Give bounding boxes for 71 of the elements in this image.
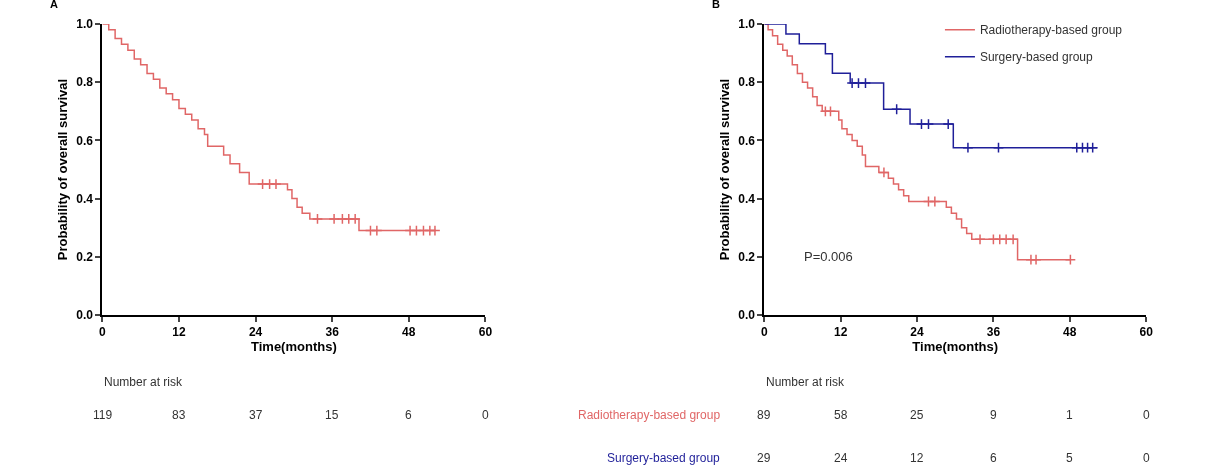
y-tick-label: 0.6 [738, 133, 756, 148]
text: Radiotherapy-based group [578, 408, 721, 422]
text: 6 [405, 408, 412, 422]
text: 9 [990, 408, 997, 422]
chart-title: B [712, 0, 720, 10]
x-tick-label: 0 [99, 325, 107, 340]
point [962, 142, 974, 154]
point [1007, 233, 1019, 245]
text: 89 [757, 408, 771, 422]
point [1087, 142, 1099, 154]
point [328, 213, 340, 225]
x-tick-label: 60 [1139, 325, 1154, 340]
text: 0 [482, 408, 489, 422]
text: 29 [757, 451, 771, 465]
point [942, 118, 954, 130]
point [311, 213, 324, 225]
x-tick-label: 36 [986, 325, 1001, 340]
point [270, 178, 282, 190]
x-tick-label: 0 [760, 325, 768, 340]
point [891, 103, 903, 115]
point [974, 233, 986, 245]
text: 119 [93, 408, 113, 422]
x-tick-label: 24 [248, 325, 263, 340]
x-tick-label: 60 [478, 325, 493, 340]
text: Number at risk [766, 375, 846, 389]
text: 1 [1066, 408, 1073, 422]
x-tick-label: 12 [172, 325, 186, 340]
text: 24 [834, 451, 848, 465]
y-tick-label: 0.0 [738, 308, 756, 323]
chart-title: A [50, 0, 58, 10]
y-tick-label: 1.0 [738, 17, 756, 32]
text: 6 [990, 451, 997, 465]
text: 37 [249, 408, 263, 422]
annotation: P=0.006 [804, 249, 853, 264]
legend-label: Radiotherapy-based group [979, 23, 1123, 38]
y-tick-label: 0.2 [738, 250, 756, 264]
text: 12 [910, 451, 924, 465]
point [878, 166, 890, 179]
y-tick-label: 0.4 [738, 191, 756, 206]
point [929, 195, 941, 208]
y-axis-title: Probability of overall survival [716, 78, 732, 261]
legend-label: Surgery-based group [979, 50, 1093, 65]
text: 25 [910, 408, 924, 422]
y-tick-label: 0.4 [76, 191, 94, 206]
x-tick-label: 24 [910, 325, 925, 340]
point [349, 213, 361, 225]
x-axis-title: Time(months) [912, 339, 999, 355]
y-tick-label: 0.2 [76, 250, 94, 264]
x-tick-label: 48 [402, 325, 416, 340]
x-tick-label: 12 [833, 325, 848, 340]
y-tick-label: 0.8 [76, 75, 94, 90]
text: 0 [1143, 451, 1150, 465]
x-axis-title: Time(months) [251, 339, 337, 355]
y-tick-label: 1.0 [76, 17, 94, 32]
y-axis-title: Probability of overall survival [54, 78, 70, 261]
x-tick-label: 36 [325, 325, 340, 340]
point [371, 224, 383, 237]
point [992, 142, 1005, 154]
y-tick-label: 0.6 [76, 133, 94, 148]
text: Number at risk [104, 375, 184, 389]
text: 0 [1143, 408, 1150, 422]
text: 5 [1066, 451, 1073, 465]
y-tick-label: 0.8 [738, 75, 756, 90]
point [1064, 254, 1077, 266]
point [429, 224, 441, 237]
x-tick-label: 48 [1063, 325, 1077, 340]
text: Surgery-based group [607, 451, 721, 465]
text: 15 [325, 408, 339, 422]
y-tick-label: 0.0 [76, 308, 94, 323]
text: 58 [834, 408, 848, 422]
text: 83 [172, 408, 186, 422]
